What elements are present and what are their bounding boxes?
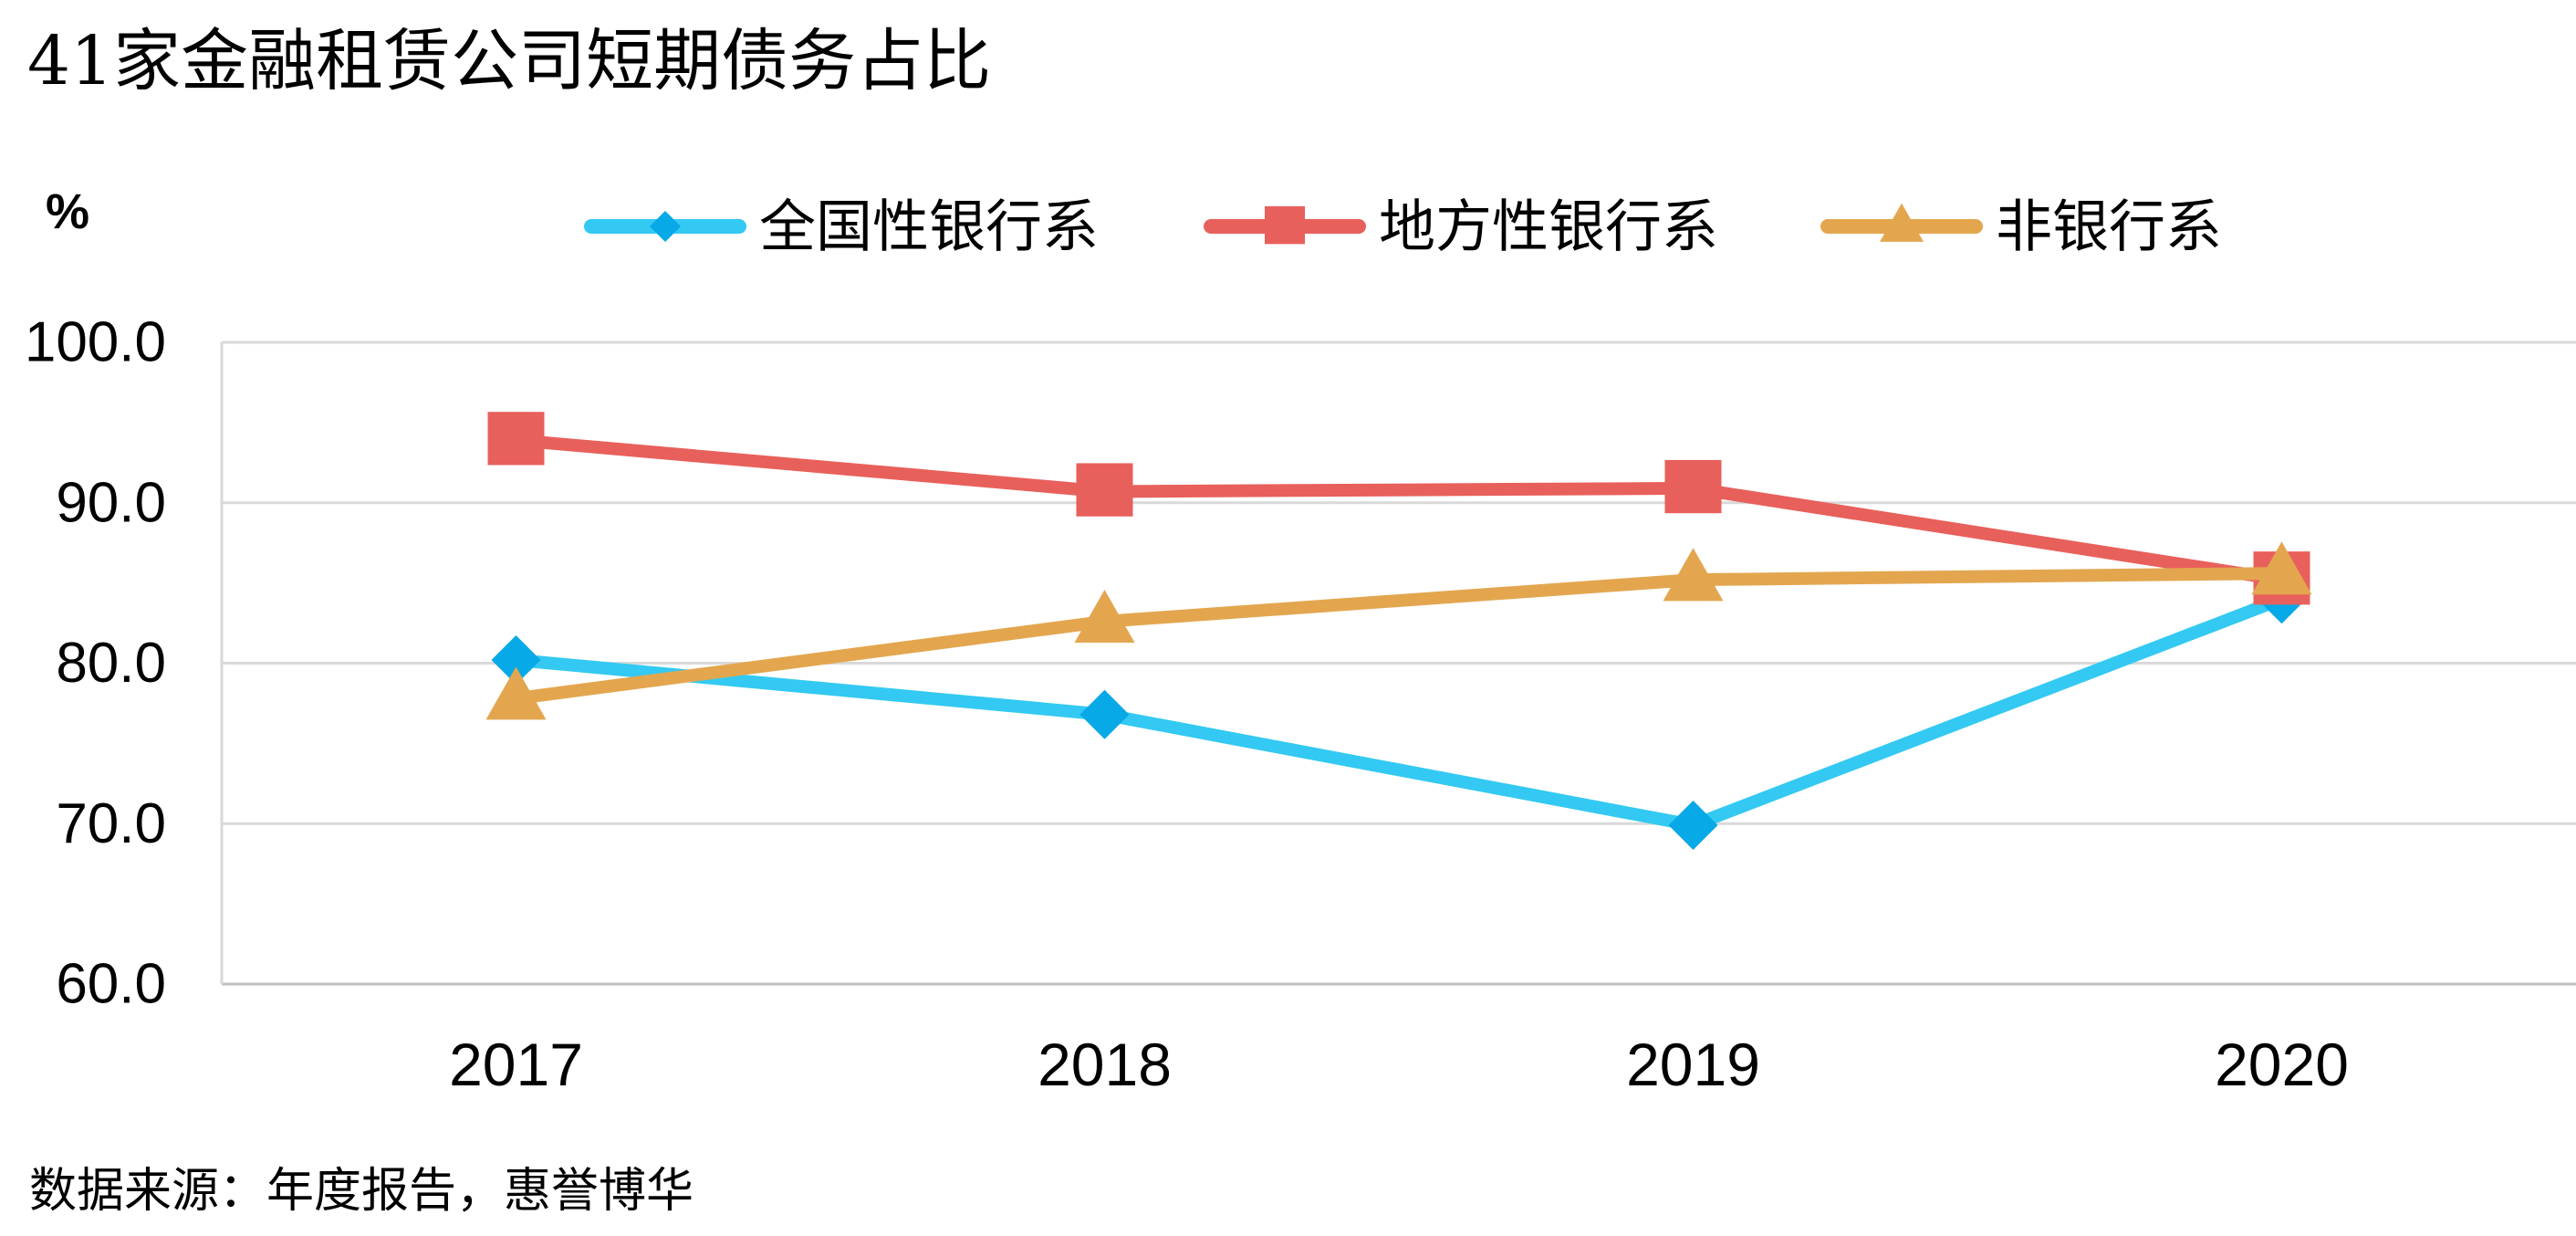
chart-title: 41家金融租赁公司短期债务占比: [27, 22, 992, 100]
data-point-square: [487, 412, 545, 466]
x-tick-label: 2020: [2215, 1031, 2349, 1098]
y-tick-label: 100.0: [25, 311, 166, 374]
legend-marker-diamond: [650, 211, 681, 242]
grid-layer: [220, 340, 2576, 986]
source-note: 数据来源：年度报告，惠誉博华: [29, 1164, 694, 1219]
axis-labels: 60.0 70.0 80.0 90.0 100.0 2017 2018 2019 2020: [25, 311, 2349, 1099]
legend-item-3: 非银行系: [1820, 194, 2222, 260]
data-point-triangle: [1663, 548, 1724, 602]
legend-marker-square: [1265, 206, 1305, 245]
series-layer: [485, 412, 2312, 851]
data-point-triangle: [2251, 541, 2312, 595]
data-point-triangle: [485, 666, 547, 720]
legend-label: 地方性银行系: [1379, 194, 1718, 260]
y-tick-label: 80.0: [56, 632, 166, 695]
legend-item-2: 地方性银行系: [1204, 194, 1718, 260]
data-point-square: [1076, 463, 1133, 517]
x-tick-label: 2019: [1626, 1031, 1760, 1098]
data-point-diamond: [1079, 689, 1130, 739]
legend-marker-triangle: [1880, 203, 1924, 242]
y-tick-label: 60.0: [56, 953, 166, 1016]
series-2: [487, 412, 2310, 605]
y-tick-label: 90.0: [56, 471, 166, 534]
y-tick-label: 70.0: [56, 792, 166, 855]
data-point-diamond: [1668, 801, 1718, 851]
data-point-diamond: [491, 634, 541, 685]
legend: 全国性银行系 地方性银行系 非银行系: [584, 194, 2222, 260]
data-point-square: [1664, 459, 1722, 514]
series-line: [509, 592, 2289, 833]
series-line: [509, 567, 2289, 706]
series-3: [485, 541, 2312, 720]
y-axis-unit-label: %: [46, 184, 90, 239]
legend-label: 非银行系: [1996, 194, 2222, 260]
legend-label: 全国性银行系: [759, 194, 1099, 260]
legend-item-1: 全国性银行系: [584, 194, 1099, 260]
series-line: [509, 434, 2289, 587]
x-tick-label: 2017: [449, 1031, 583, 1098]
series-1: [491, 574, 2307, 851]
x-tick-label: 2018: [1038, 1031, 1172, 1098]
data-point-triangle: [1074, 589, 1135, 644]
